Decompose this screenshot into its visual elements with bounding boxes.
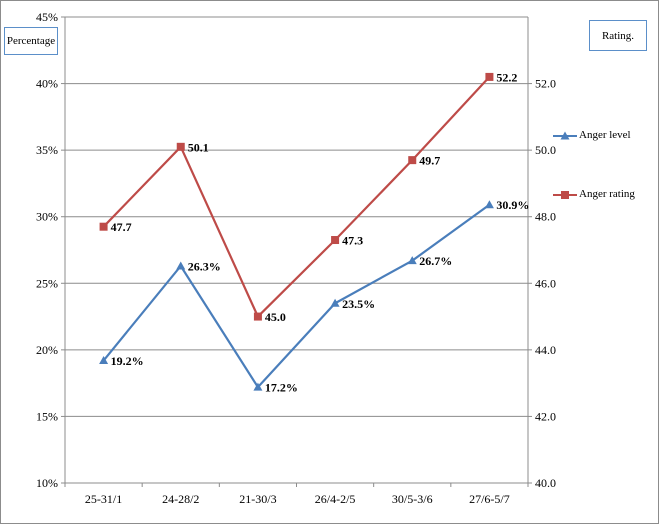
data-label: 49.7: [419, 154, 440, 168]
series-line-1: [102, 76, 491, 319]
series-line-0: [102, 203, 491, 389]
left-tick-label: 15%: [36, 409, 58, 423]
triangle-marker-icon: [553, 131, 577, 140]
x-tick-label: 26/4-2/5: [315, 492, 356, 506]
x-tick-label: 21-30/3: [239, 492, 276, 506]
x-tick-label: 30/5-3/6: [392, 492, 433, 506]
data-label: 19.2%: [111, 354, 144, 368]
data-label: 45.0: [265, 310, 286, 324]
x-tick-label: 27/6-5/7: [469, 492, 510, 506]
left-tick-label: 30%: [36, 210, 58, 224]
right-tick-label: 44.0: [535, 343, 556, 357]
data-point: [176, 261, 186, 270]
left-tick-label: 25%: [36, 276, 58, 290]
square-marker-icon: [553, 191, 577, 199]
data-point: [407, 256, 417, 265]
data-label: 47.3: [342, 234, 363, 248]
legend-item-anger-rating: Anger rating: [553, 187, 653, 203]
data-point: [253, 382, 263, 391]
left-tick-label: 35%: [36, 143, 58, 157]
data-label: 26.7%: [419, 254, 452, 268]
right-tick-label: 42.0: [535, 409, 556, 423]
right-tick-label: 40.0: [535, 476, 556, 490]
legend-label-anger-rating: Anger rating: [579, 188, 635, 200]
x-tick-label: 25-31/1: [85, 492, 122, 506]
right-tick-label: 52.0: [535, 77, 556, 91]
data-point: [253, 312, 262, 321]
data-point: [408, 156, 417, 165]
right-tick-label: 48.0: [535, 210, 556, 224]
data-label: 50.1: [188, 140, 209, 154]
x-tick-label: 24-28/2: [162, 492, 199, 506]
left-tick-label: 10%: [36, 476, 58, 490]
data-point: [484, 200, 494, 209]
legend-label-anger-level: Anger level: [579, 129, 631, 141]
data-point: [331, 236, 340, 245]
data-label: 23.5%: [342, 297, 375, 311]
left-tick-label: 20%: [36, 343, 58, 357]
left-tick-label: 40%: [36, 77, 58, 91]
data-label: 17.2%: [265, 381, 298, 395]
data-point: [99, 222, 108, 231]
right-tick-label: 46.0: [535, 276, 556, 290]
data-point: [99, 356, 109, 365]
left-axis-title: Percentage: [4, 27, 58, 55]
left-tick-label: 45%: [36, 10, 58, 24]
data-point: [176, 142, 185, 151]
right-axis-title: Rating.: [589, 20, 647, 51]
data-label: 26.3%: [188, 259, 221, 273]
data-label: 47.7: [111, 220, 132, 234]
right-tick-label: 50.0: [535, 143, 556, 157]
legend-item-anger-level: Anger level: [553, 128, 653, 144]
data-point: [485, 72, 494, 81]
data-label: 52.2: [496, 70, 517, 84]
data-point: [330, 298, 340, 307]
data-label: 30.9%: [496, 198, 529, 212]
